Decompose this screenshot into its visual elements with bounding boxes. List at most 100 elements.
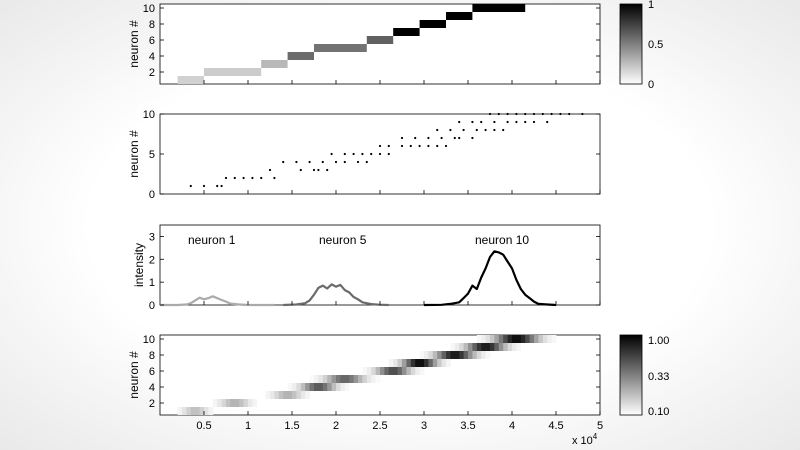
heatmap-cell [292, 391, 297, 399]
heatmap-cell [340, 383, 346, 391]
heatmap-cell [371, 375, 376, 383]
heatmap-cell [476, 335, 482, 343]
spike-point [559, 112, 562, 116]
spike-point [312, 168, 316, 172]
panel-2-ylabel: neuron # [127, 130, 141, 178]
panel-1-colorbar-mid: 0.5 [648, 39, 663, 51]
spike-point [216, 184, 219, 188]
spike-point [436, 144, 439, 148]
heatmap-cell [190, 407, 196, 415]
heatmap-cell [182, 407, 187, 415]
y-tick-label: 2 [149, 254, 155, 266]
heatmap-cell [472, 4, 526, 12]
heatmap-cell [397, 359, 403, 367]
heatmap-cell [234, 399, 240, 407]
heatmap-cell [490, 335, 495, 343]
heatmap-cell [459, 351, 464, 359]
spike-point [462, 128, 465, 132]
heatmap-cell [274, 391, 280, 399]
spike-point [251, 176, 254, 180]
heatmap-cell [476, 351, 482, 359]
annotation-neuron-10: neuron 10 [475, 233, 529, 247]
spike-point [568, 112, 571, 116]
y-tick-label: 0 [149, 300, 155, 312]
heatmap-cell [441, 359, 447, 367]
spike-point [475, 128, 478, 132]
panel-3-ylabel: intensity [132, 243, 146, 287]
heatmap-cell [243, 399, 249, 407]
heatmap-cell [419, 359, 425, 367]
heatmap-cell [212, 399, 218, 407]
panel-4-ylabel: neuron # [127, 351, 141, 399]
heatmap-cell [375, 367, 381, 375]
intensity-line-1 [160, 295, 275, 307]
heatmap-cell [481, 335, 486, 343]
x-tick-label: 5 [597, 420, 603, 432]
heatmap-cell [226, 399, 231, 407]
spike-point [387, 144, 390, 148]
heatmap-cell [450, 343, 456, 351]
heatmap-cell [463, 351, 469, 359]
x-tick-label: 2.5 [372, 420, 387, 432]
x-axis-multiplier-base: x 10 [572, 435, 593, 447]
heatmap-cell [278, 391, 284, 399]
spike-point [352, 152, 355, 156]
spike-point [493, 128, 496, 132]
spike-point [532, 120, 536, 124]
heatmap-cell [309, 383, 315, 391]
heatmap-cell [336, 375, 341, 383]
y-tick-label: 3 [149, 231, 155, 243]
heatmap-cell [424, 351, 429, 359]
heatmap-cell [366, 375, 372, 383]
heatmap-cell [204, 68, 262, 76]
heatmap-cell [547, 335, 552, 343]
heatmap-cell [265, 391, 271, 399]
heatmap-cell [204, 407, 209, 415]
heatmap-cell [371, 367, 376, 375]
spike-point [343, 152, 346, 156]
heatmap-cell [419, 367, 425, 375]
heatmap-cell [432, 351, 438, 359]
heatmap-cell [507, 343, 513, 351]
heatmap-cell [322, 375, 328, 383]
heatmap-cell [472, 343, 478, 351]
spike-point [427, 144, 430, 148]
heatmap-cell [230, 399, 236, 407]
heatmap-cell [318, 375, 324, 383]
spike-point [532, 112, 536, 116]
spike-point [541, 112, 544, 116]
heatmap-cell [432, 359, 438, 367]
spike-point [427, 136, 430, 140]
heatmap-cell [252, 399, 258, 407]
heatmap-cell [512, 343, 517, 351]
spike-point [387, 152, 390, 156]
heatmap-cell [463, 343, 469, 351]
heatmap-cell [384, 367, 390, 375]
heatmap-cell [393, 367, 398, 375]
heatmap-cell [551, 335, 557, 343]
spike-point [418, 144, 421, 148]
heatmap-cell [261, 60, 288, 68]
heatmap-cell [318, 383, 324, 391]
heatmap-cell [520, 335, 526, 343]
spike-point [506, 112, 509, 116]
y-tick-label: 10 [143, 3, 155, 15]
heatmap-cell [516, 335, 522, 343]
x-axis-multiplier: x 104 [572, 432, 598, 447]
heatmap-cell [402, 367, 407, 375]
y-tick-label: 10 [143, 109, 155, 121]
heatmap-cell [340, 375, 346, 383]
y-tick-label: 8 [149, 19, 155, 31]
heatmap-cell [393, 28, 420, 36]
spike-point [400, 136, 404, 140]
heatmap-cell [287, 391, 293, 399]
y-tick-label: 1 [149, 277, 155, 289]
heatmap-cell [314, 383, 319, 391]
y-tick-label: 8 [149, 350, 155, 362]
spike-point [480, 120, 483, 124]
heatmap-cell [525, 335, 530, 343]
heatmap-cell [362, 367, 368, 375]
spike-point [378, 144, 382, 148]
